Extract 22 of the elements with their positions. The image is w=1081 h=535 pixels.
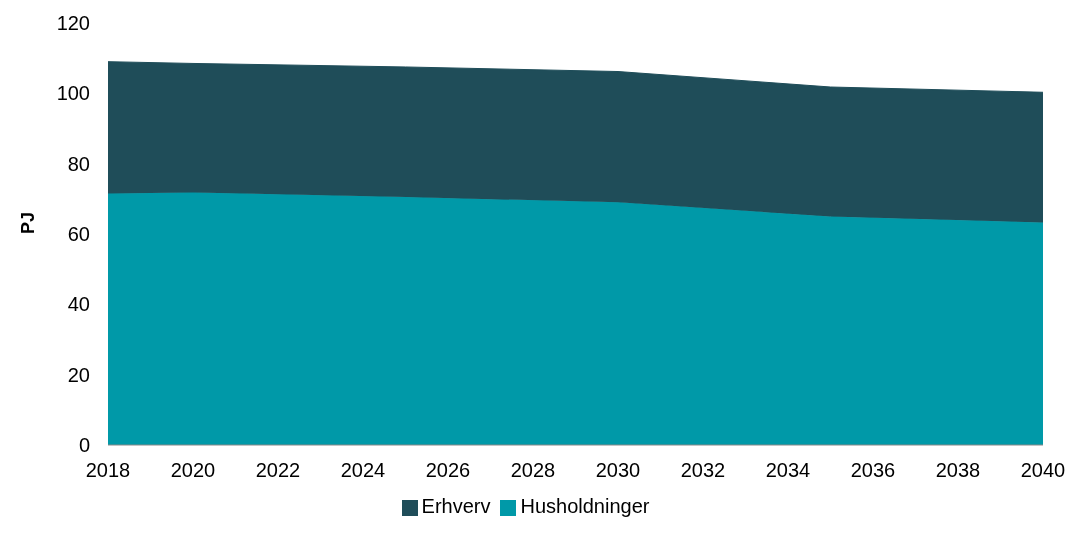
- x-tick-label: 2038: [935, 459, 981, 482]
- x-tick-label: 2020: [170, 459, 216, 482]
- x-tick-label: 2036: [850, 459, 896, 482]
- x-tick-label: 2028: [510, 459, 556, 482]
- x-tick-label: 2026: [425, 459, 471, 482]
- legend-label: Husholdninger: [520, 495, 650, 517]
- x-tick-label: 2024: [340, 459, 386, 482]
- x-tick-label: 2034: [765, 459, 811, 482]
- x-tick-label: 2018: [85, 459, 131, 482]
- y-tick-label: 60: [67, 223, 90, 246]
- y-tick-label: 20: [67, 363, 90, 386]
- x-tick-label: 2032: [680, 459, 726, 482]
- y-axis-title: PJ: [18, 211, 39, 234]
- y-tick-label: 80: [67, 152, 90, 175]
- x-tick-label: 2022: [255, 459, 301, 482]
- y-tick-label: 100: [56, 82, 90, 105]
- legend-label: Erhverv: [421, 495, 491, 517]
- x-tick-label: 2030: [595, 459, 641, 482]
- y-tick-label: 40: [67, 293, 90, 316]
- x-tick-label: 2040: [1020, 459, 1066, 482]
- y-tick-label: 120: [56, 12, 90, 35]
- y-tick-label: 0: [78, 434, 90, 457]
